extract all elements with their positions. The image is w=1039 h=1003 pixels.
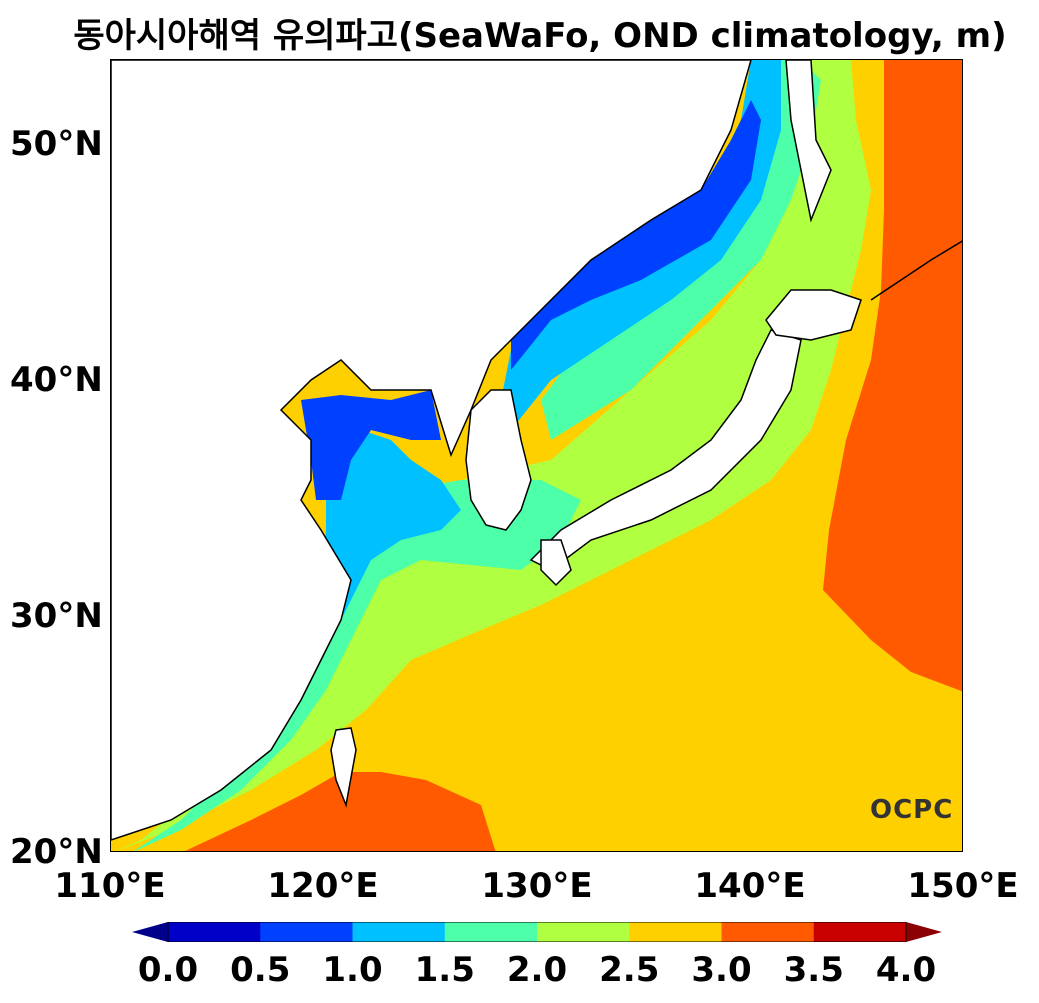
band-3.0-3.5-east <box>823 60 962 692</box>
colorbar-segment <box>444 922 538 942</box>
colorbar-tick-label: 4.0 <box>875 950 937 990</box>
kyushu-land <box>540 539 572 587</box>
colorbar-tick-label: 1.5 <box>414 950 475 990</box>
colorbar-tick-label: 1.0 <box>322 950 383 990</box>
band-1.0-1.5-yellow-sea <box>321 430 461 620</box>
asian-continent-land <box>111 60 752 841</box>
kuril-islands <box>870 240 962 301</box>
colorbar-tick-label: 0.5 <box>230 950 291 990</box>
colorbar <box>132 922 942 942</box>
y-tick-label-30n: 30°N <box>10 596 103 636</box>
x-tick-label-150e: 150°E <box>907 866 1019 906</box>
map-canvas <box>111 60 962 851</box>
colorbar-segment <box>537 922 630 942</box>
colorbar-segment <box>352 922 446 942</box>
colorbar-segment <box>168 922 261 942</box>
colorbar-outline <box>167 922 907 942</box>
x-tick-label-130e: 130°E <box>481 866 593 906</box>
colorbar-tick-label: 2.5 <box>599 950 660 990</box>
colorbar-tick-label: 2.0 <box>506 950 568 990</box>
colorbar-tick-label: 0.0 <box>137 950 199 990</box>
colorbar-under-arrow <box>132 922 168 942</box>
hokkaido-land <box>765 289 862 341</box>
colorbar-segment <box>260 922 353 942</box>
taiwan-land <box>330 727 357 808</box>
y-tick-label-20n: 20°N <box>10 832 103 872</box>
y-tick-label-50n: 50°N <box>10 124 103 164</box>
ocpc-logo: OCPC <box>870 795 954 825</box>
colorbar-over-arrow <box>906 922 942 942</box>
band-1.5-2.0-east-sea <box>541 60 821 440</box>
band-0.5-1.0-bohai <box>301 390 441 500</box>
band-0.5-1.0-coast <box>511 100 761 370</box>
x-tick-label-110e: 110°E <box>54 866 166 906</box>
map-title: 동아시아해역 유의파고(SeaWaFo, OND climatology, m) <box>73 16 1007 56</box>
x-tick-label-140e: 140°E <box>694 866 806 906</box>
colorbar-segment <box>629 922 722 942</box>
colorbar-segment <box>721 922 815 942</box>
sakhalin-land <box>785 60 832 223</box>
x-tick-label-120e: 120°E <box>267 866 379 906</box>
korea-land <box>465 389 532 531</box>
colorbar-tick-label: 3.0 <box>691 950 752 990</box>
colorbar-tick-label: 3.5 <box>783 950 844 990</box>
y-tick-label-40n: 40°N <box>10 360 103 400</box>
colorbar-segment <box>813 922 907 942</box>
band-3.0-3.5-south <box>185 772 496 851</box>
wave-height-map <box>110 59 963 852</box>
